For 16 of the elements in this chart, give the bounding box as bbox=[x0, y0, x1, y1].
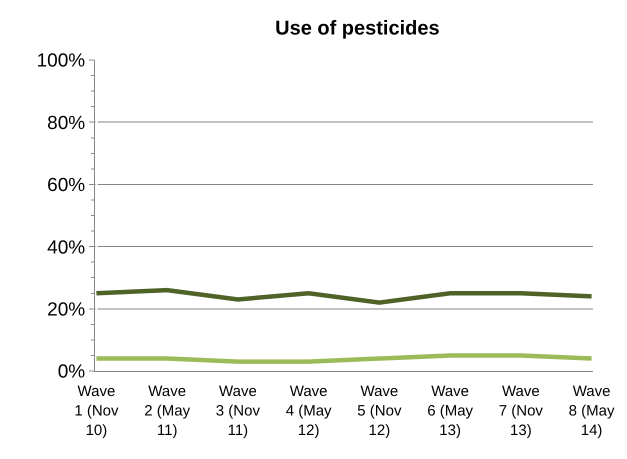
x-tick-label: Wave 4 (May 12) bbox=[286, 383, 332, 439]
x-tick-label: Wave 5 (Nov 12) bbox=[357, 383, 402, 439]
x-tick-label: Wave 7 (Nov 13) bbox=[498, 383, 544, 439]
y-tick-label: 100% bbox=[36, 50, 86, 72]
x-tick-label: Wave 1 (Nov 10) bbox=[74, 383, 119, 439]
chart-title: Use of pesticides bbox=[275, 18, 440, 40]
y-tick-label: 80% bbox=[47, 112, 86, 134]
y-tick-label: 40% bbox=[47, 237, 86, 258]
x-tick-label: Wave 8 (May 14) bbox=[568, 383, 616, 439]
x-tick-label: Wave 2 (May 11) bbox=[144, 383, 191, 439]
line-series bbox=[95, 288, 593, 305]
x-tick-label: Wave 3 (Nov 11) bbox=[216, 383, 260, 439]
y-tick-label: 0% bbox=[58, 362, 86, 383]
y-tick-label: 20% bbox=[47, 299, 86, 320]
y-tick-label: 60% bbox=[47, 175, 86, 196]
x-tick-label: Wave 6 (May 13) bbox=[427, 383, 474, 439]
